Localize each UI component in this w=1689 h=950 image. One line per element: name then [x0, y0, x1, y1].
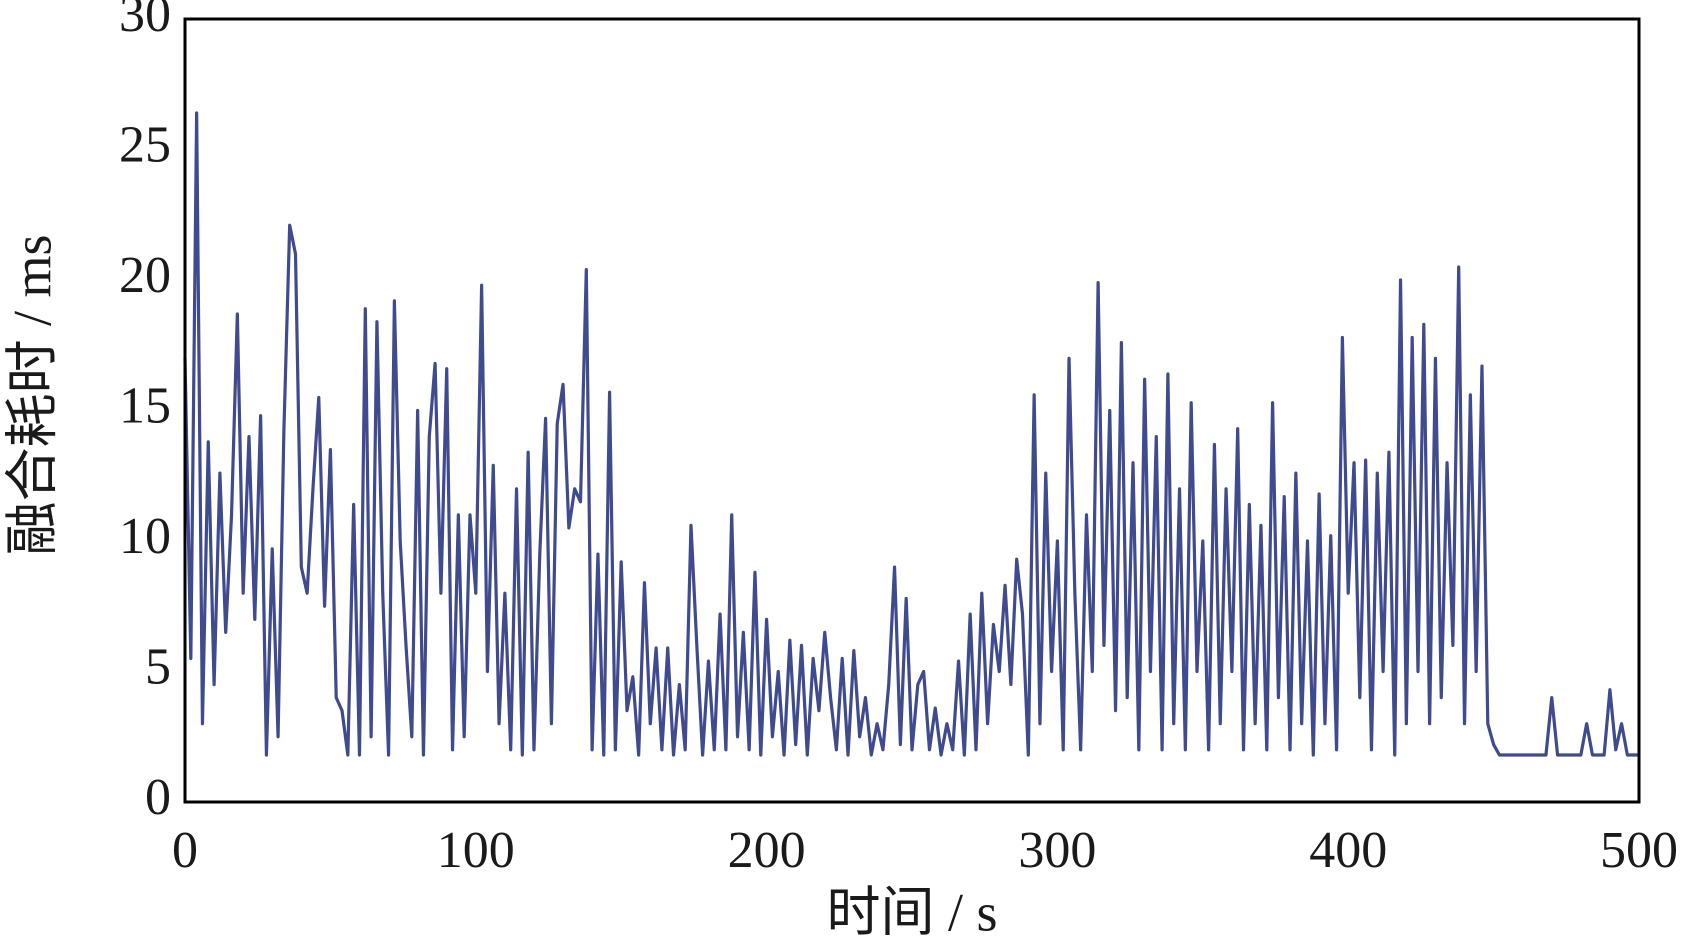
y-tick-label: 10	[119, 508, 171, 565]
x-tick-label: 300	[1018, 822, 1096, 879]
x-tick-label: 100	[437, 822, 515, 879]
y-tick-label: 20	[119, 247, 171, 304]
x-tick-label: 500	[1600, 822, 1678, 879]
plot-frame	[183, 17, 1641, 804]
x-tick-label: 0	[172, 822, 198, 879]
y-axis-title: 融合耗时 / ms	[2, 234, 62, 555]
x-axis-title: 时间 / s	[826, 882, 997, 942]
y-tick-label: 15	[119, 377, 171, 434]
y-tick-label: 5	[145, 638, 171, 695]
data-line	[183, 111, 1639, 757]
y-tick-label: 30	[119, 0, 171, 43]
y-tick-label: 0	[145, 769, 171, 826]
y-tick-label: 25	[119, 116, 171, 173]
x-tick-label: 200	[728, 822, 806, 879]
x-tick-label: 400	[1309, 822, 1387, 879]
